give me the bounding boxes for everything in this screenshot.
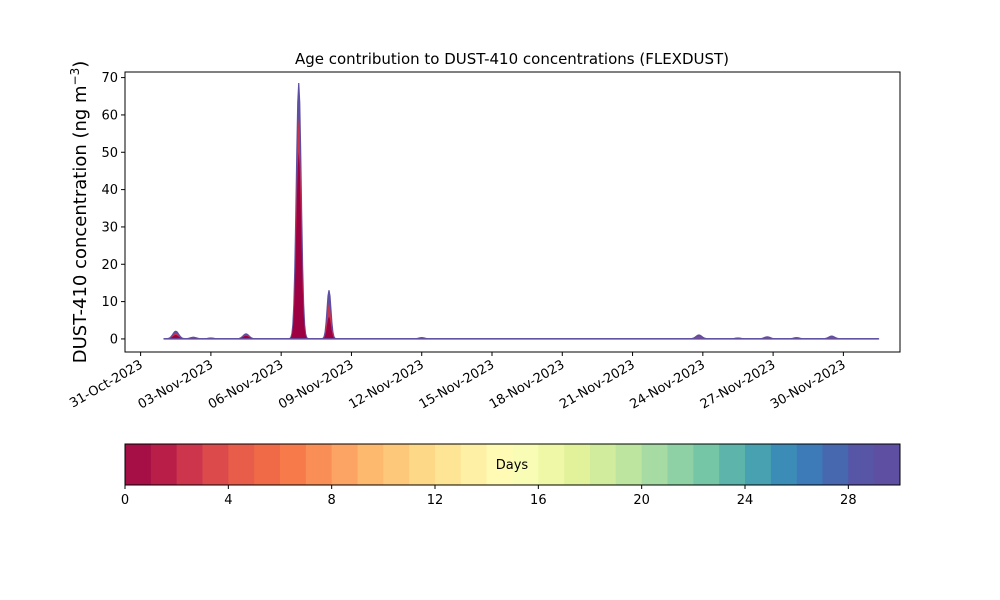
colorbar-swatch xyxy=(590,444,617,485)
colorbar-swatch xyxy=(770,444,798,485)
colorbar xyxy=(124,443,901,486)
colorbar-swatch xyxy=(383,444,410,485)
colorbar-swatch xyxy=(228,444,255,485)
colorbar-swatch xyxy=(435,444,462,485)
colorbar-label: Days xyxy=(496,458,529,473)
colorbar-tick-label: 8 xyxy=(328,493,336,508)
colorbar-swatch xyxy=(460,444,488,485)
age-area-total xyxy=(163,82,880,340)
colorbar-swatch xyxy=(667,444,694,485)
colorbar-swatch xyxy=(641,444,668,485)
colorbar-swatch xyxy=(874,444,901,485)
colorbar-swatch xyxy=(848,444,875,485)
colorbar-swatch xyxy=(564,444,591,485)
colorbar-tick-label: 12 xyxy=(427,493,444,508)
x-axis-ticks: 31-Oct-202303-Nov-202306-Nov-202309-Nov-… xyxy=(67,352,848,412)
x-tick-label: 15-Nov-2023 xyxy=(417,357,497,412)
colorbar-swatch xyxy=(150,444,178,485)
y-axis-label-main: DUST-410 concentration (ng m xyxy=(70,85,91,363)
chart-title: Age contribution to DUST-410 concentrati… xyxy=(295,50,729,68)
plot-areas xyxy=(163,82,880,340)
y-axis-label-close: ) xyxy=(70,61,91,68)
colorbar-swatch xyxy=(512,444,539,485)
y-axis-label-superscript: −3 xyxy=(68,68,82,86)
colorbar-tick-label: 4 xyxy=(224,493,232,508)
colorbar-swatch xyxy=(745,444,772,485)
plot-frame xyxy=(124,71,901,353)
age-area-mid xyxy=(164,117,879,339)
y-tick-label: 20 xyxy=(101,258,118,273)
y-tick-label: 60 xyxy=(101,108,118,123)
colorbar-tick-label: 0 xyxy=(121,493,129,508)
colorbar-swatch xyxy=(796,444,823,485)
colorbar-swatch xyxy=(538,444,565,485)
x-tick-label: 21-Nov-2023 xyxy=(557,357,637,412)
y-tick-label: 70 xyxy=(101,71,118,86)
colorbar-tick-label: 24 xyxy=(737,493,754,508)
colorbar-swatch xyxy=(305,444,333,485)
colorbar-swatch xyxy=(280,444,307,485)
x-tick-label: 31-Oct-2023 xyxy=(67,357,145,411)
y-axis-ticks: 0 10 20 30 40 50 60 70 xyxy=(101,71,125,347)
colorbar-swatch xyxy=(331,444,358,485)
colorbar-tick-label: 16 xyxy=(530,493,547,508)
x-tick-label: 12-Nov-2023 xyxy=(346,357,426,412)
colorbar-swatch xyxy=(615,444,643,485)
x-tick-label: 18-Nov-2023 xyxy=(487,357,567,412)
x-tick-label: 03-Nov-2023 xyxy=(136,357,216,412)
x-tick-label: 06-Nov-2023 xyxy=(206,357,286,412)
y-tick-label: 10 xyxy=(101,295,118,310)
colorbar-ticks: 0 4 8 12 16 20 24 28 xyxy=(121,485,857,508)
colorbar-swatch xyxy=(176,444,203,485)
colorbar-tick-label: 20 xyxy=(633,493,650,508)
x-tick-label: 24-Nov-2023 xyxy=(628,357,708,412)
colorbar-swatch xyxy=(409,444,436,485)
y-tick-label: 40 xyxy=(101,183,118,198)
y-tick-label: 0 xyxy=(110,332,118,347)
colorbar-swatch xyxy=(822,444,849,485)
y-tick-label: 50 xyxy=(101,146,118,161)
colorbar-swatch xyxy=(202,444,229,485)
x-tick-label: 27-Nov-2023 xyxy=(698,357,778,412)
y-tick-label: 30 xyxy=(101,220,118,235)
colorbar-swatch xyxy=(125,444,152,485)
colorbar-swatch xyxy=(486,444,513,485)
colorbar-tick-label: 28 xyxy=(840,493,857,508)
x-tick-label: 30-Nov-2023 xyxy=(768,357,848,412)
x-tick-label: 09-Nov-2023 xyxy=(276,357,356,412)
colorbar-swatch xyxy=(357,444,384,485)
colorbar-swatch xyxy=(719,444,746,485)
colorbar-swatch xyxy=(693,444,720,485)
age-area-young xyxy=(164,152,879,339)
y-axis-label: DUST-410 concentration (ng m−3) xyxy=(68,61,91,364)
colorbar-frame xyxy=(124,443,901,486)
colorbar-swatch xyxy=(254,444,281,485)
